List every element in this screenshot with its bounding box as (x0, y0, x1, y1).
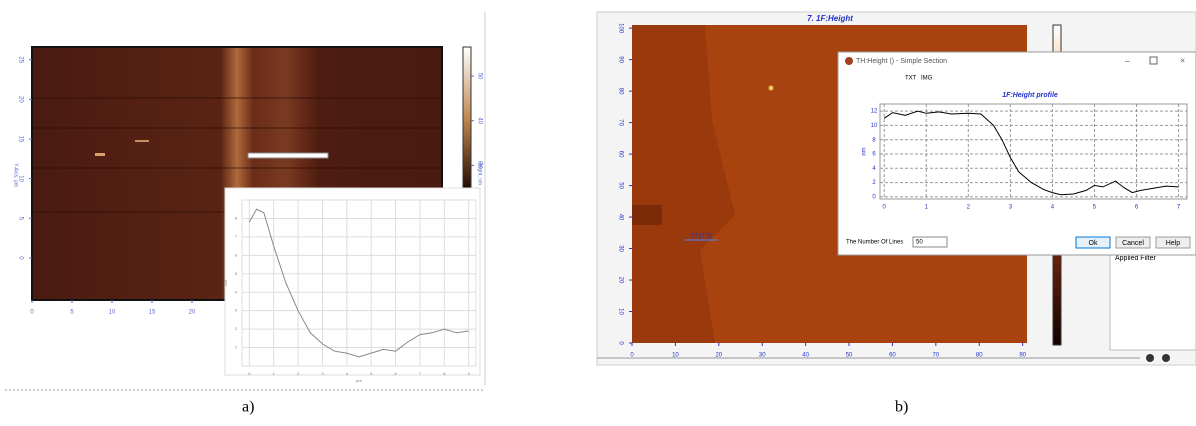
dark-spot (632, 205, 662, 225)
x-tick-label: 90 (1019, 353, 1026, 359)
side-panel (1110, 250, 1196, 350)
minimize[interactable]: – (1125, 55, 1130, 65)
x-tick-label: 0 (30, 310, 34, 316)
toolbar-item[interactable]: IMG (921, 76, 933, 82)
colorbar-label: Height, nm (477, 161, 483, 185)
toolbar-item[interactable]: TXT (905, 76, 917, 82)
x-tick-label: 60 (889, 353, 896, 359)
section-label: ST (7.0) (690, 234, 712, 240)
side-panel-label: Applied Filter (1115, 255, 1157, 262)
colorbar (463, 47, 471, 190)
particle (135, 140, 149, 142)
particle (769, 86, 774, 91)
y-axis-label: nm (223, 280, 228, 286)
y-tick-label: 10 (871, 123, 878, 129)
y-tick-label: 60 (617, 151, 623, 158)
y-tick-label: 20 (17, 96, 23, 103)
y-axis-label: Y-Axis, µm (13, 163, 19, 187)
panel-label: b) (895, 399, 908, 416)
profile-inset (225, 188, 480, 375)
x-tick-label: 40 (802, 353, 809, 359)
y-tick-label: 10 (617, 308, 623, 315)
x-tick-label: 10 (109, 310, 116, 316)
x-tick-label: 20 (189, 310, 196, 316)
x-tick-label: 50 (846, 353, 853, 359)
x-tick-label: 30 (759, 353, 766, 359)
y-tick-label: 100 (617, 23, 623, 34)
x-tick-label: 80 (976, 353, 983, 359)
x-tick-label: 10 (672, 353, 679, 359)
icon (1146, 354, 1154, 362)
particle (95, 153, 105, 156)
x-tick-label: 15 (149, 310, 156, 316)
close[interactable]: × (1180, 55, 1185, 65)
y-tick-label: 50 (617, 182, 623, 189)
y-axis-label: nm (862, 147, 868, 155)
x-tick-label: 70 (933, 353, 940, 359)
help-button-label[interactable]: Help (1166, 240, 1181, 247)
y-tick-label: 20 (617, 277, 623, 284)
image-title: 7. 1F:Height (807, 14, 853, 23)
y-tick-label: 70 (617, 119, 623, 126)
y-tick-label: 0 (17, 256, 23, 260)
y-tick-label: 30 (617, 245, 623, 252)
y-tick-label: 12 (871, 109, 878, 115)
y-tick-label: 40 (617, 214, 623, 221)
figure: a) 7. 1F:Height Applied Filter TH:Height… (0, 0, 1196, 421)
y-tick-label: 5 (17, 217, 23, 221)
cancel-button-label[interactable]: Cancel (1122, 240, 1144, 247)
y-tick-label: 90 (617, 56, 623, 63)
y-tick-label: 80 (617, 88, 623, 95)
y-tick-label: 15 (17, 136, 23, 143)
panel-label: a) (242, 399, 254, 416)
section-line (248, 153, 328, 158)
dialog-icon (845, 57, 853, 65)
profile-title: 1F:Height profile (1002, 92, 1058, 99)
icon (1162, 354, 1170, 362)
ok-button-label[interactable]: Ok (1089, 240, 1098, 247)
lines-value[interactable]: 50 (916, 240, 923, 246)
y-tick-label: 25 (17, 56, 23, 63)
lines-label: The Number Of Lines (846, 240, 903, 246)
colorbar-tick-label: 50 (476, 73, 482, 80)
x-axis-label: µm (356, 378, 362, 383)
x-tick-label: 20 (715, 353, 722, 359)
colorbar-tick-label: 40 (476, 117, 482, 124)
dialog-title: TH:Height () - Simple Section (856, 58, 947, 65)
page: { "panel_a": { "label": "a)", "image": {… (0, 0, 1196, 421)
x-tick-label: 5 (70, 310, 74, 316)
